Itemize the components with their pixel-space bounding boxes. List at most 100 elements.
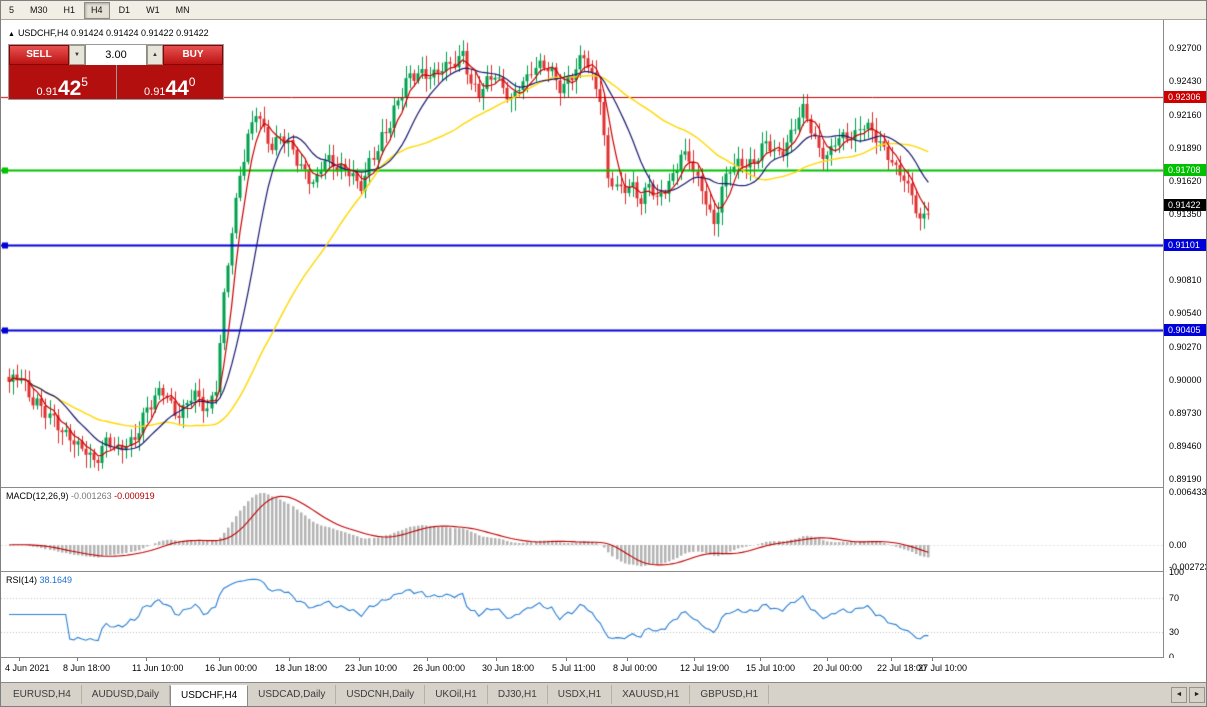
bid-price-base: 0.91	[36, 86, 58, 98]
rsi-scale-label: 0	[1169, 652, 1175, 662]
chart-tab-audusd-daily[interactable]: AUDUSD,Daily	[82, 685, 171, 704]
rsi-scale-label: 30	[1169, 626, 1180, 637]
macd-scale-label: 0.00	[1169, 540, 1187, 550]
time-tick	[760, 658, 761, 661]
scroll-left-icon: ◄	[1175, 691, 1183, 698]
time-label: 4 Jun 2021	[5, 663, 50, 673]
ask-price-big: 44	[165, 77, 189, 100]
lot-decrease-button[interactable]: ▼	[69, 45, 85, 65]
chart-tab-eurusd-h4[interactable]: EURUSD,H4	[3, 685, 82, 704]
time-tick	[359, 658, 360, 661]
time-label: 12 Jul 19:00	[680, 663, 730, 673]
time-tick	[219, 658, 220, 661]
time-tick	[496, 658, 497, 661]
timeframe-button-5[interactable]: 5	[9, 4, 15, 15]
time-label: 11 Jun 10:00	[132, 663, 184, 673]
price-tick-label: 0.89730	[1169, 407, 1202, 418]
scroll-right-icon: ►	[1193, 691, 1201, 698]
tabs-scroll-left-button[interactable]: ◄	[1171, 687, 1187, 703]
chart-tabs-bar: EURUSD,H4 AUDUSD,Daily USDCHF,H4 USDCAD,Dai…	[1, 682, 1206, 706]
macd-signal-value: -0.000919	[114, 491, 155, 501]
price-tick-label: 0.92160	[1169, 109, 1202, 120]
time-label: 23 Jun 10:00	[345, 663, 398, 673]
axis-separator	[1, 657, 1206, 658]
chart-marker-icon: ▲	[8, 31, 15, 38]
price-tick-label: 0.90000	[1169, 374, 1202, 385]
panel-splitter[interactable]	[1, 487, 1206, 488]
timeframe-button-h1[interactable]: H1	[63, 4, 76, 15]
rsi-name: RSI(14)	[6, 575, 38, 585]
tabs-scroll-right-button[interactable]: ►	[1189, 687, 1205, 703]
trade-controls-row: SELL ▼ ▲ BUY	[9, 45, 223, 65]
macd-label: MACD(12,26,9) -0.001263 -0.000919	[6, 491, 155, 501]
lot-down-icon: ▼	[74, 52, 80, 58]
price-tick-label: 0.90810	[1169, 275, 1202, 286]
timeframe-button-mn[interactable]: MN	[175, 4, 190, 15]
macd-canvas[interactable]	[1, 488, 1163, 571]
time-label: 30 Jun 18:00	[482, 663, 535, 673]
support-line-green-price-badge: 0.91708	[1164, 164, 1206, 177]
time-tick	[427, 658, 428, 661]
bid-price-big: 42	[57, 77, 82, 100]
chart-tab-usdchf-h4[interactable]: USDCHF,H4	[170, 685, 249, 706]
price-tick-label: 0.91890	[1169, 142, 1202, 153]
time-label: 16 Jun 00:00	[205, 663, 258, 673]
price-tick-label: 0.89460	[1169, 441, 1202, 452]
chart-tab-xauusd-h1[interactable]: XAUUSD,H1	[612, 685, 691, 704]
time-tick	[827, 658, 828, 661]
price-tick-label: 0.90540	[1169, 308, 1202, 319]
macd-main-value: -0.001263	[71, 491, 112, 501]
rsi-panel: RSI(14) 38.1649	[1, 572, 1163, 657]
chart-tab-ukoil-h1[interactable]: UKOil,H1	[425, 685, 488, 704]
time-tick	[146, 658, 147, 661]
price-tick-label: 0.89190	[1169, 474, 1202, 485]
chart-tab-usdx-h1[interactable]: USDX,H1	[548, 685, 613, 704]
time-tick	[77, 658, 78, 661]
price-scale: 0.92700 0.92430 0.92160 0.91890 0.91620 0.913…	[1163, 20, 1206, 662]
time-tick	[627, 658, 628, 661]
rsi-label: RSI(14) 38.1649	[6, 575, 72, 585]
panel-splitter[interactable]	[1, 571, 1206, 572]
time-label: 15 Jul 10:00	[746, 663, 796, 673]
chart-tab-usdcad-daily[interactable]: USDCAD,Daily	[248, 685, 337, 704]
lot-size-input[interactable]	[85, 45, 147, 65]
timeframe-button-h4[interactable]: H4	[84, 1, 110, 19]
time-tick	[694, 658, 695, 661]
lot-up-icon: ▲	[152, 52, 158, 58]
time-label: 26 Jun 00:00	[413, 663, 466, 673]
macd-panel: MACD(12,26,9) -0.001263 -0.000919	[1, 488, 1163, 571]
time-label: 20 Jul 00:00	[813, 663, 863, 673]
time-axis: 4 Jun 2021 8 Jun 18:00 11 Jun 10:00 16 Jun …	[1, 658, 1206, 682]
chart-tab-gbpusd-h1[interactable]: GBPUSD,H1	[690, 685, 770, 704]
price-tick-label: 0.92430	[1169, 76, 1202, 87]
price-tick-label: 0.90270	[1169, 341, 1202, 352]
chart-tabs: EURUSD,H4 AUDUSD,Daily USDCHF,H4 USDCAD,Dai…	[3, 685, 770, 706]
time-tick	[19, 658, 20, 661]
price-tick-label: 0.91620	[1169, 175, 1202, 186]
lot-increase-button[interactable]: ▲	[147, 45, 163, 65]
chart-tab-usdcnh-daily[interactable]: USDCNH,Daily	[336, 685, 426, 704]
timeframe-toolbar: 5 M30 H1 H4 D1 W1 MN	[1, 1, 1206, 20]
ask-price-base: 0.91	[144, 86, 166, 98]
support-line-blue-1-price-badge: 0.91101	[1164, 238, 1206, 251]
time-label: 5 Jul 11:00	[552, 663, 596, 673]
chart-ohlc-values: 0.91424 0.91424 0.91422 0.91422	[70, 28, 209, 38]
rsi-canvas[interactable]	[1, 572, 1163, 657]
time-label: 8 Jun 18:00	[63, 663, 111, 673]
ask-price[interactable]: 0.91440	[116, 65, 223, 100]
time-tick	[566, 658, 567, 661]
chart-tab-dj30-h1[interactable]: DJ30,H1	[488, 685, 548, 704]
buy-button[interactable]: BUY	[163, 45, 223, 65]
timeframe-button-m30[interactable]: M30	[30, 4, 48, 15]
timeframe-button-d1[interactable]: D1	[118, 4, 131, 15]
one-click-trade-panel: SELL ▼ ▲ BUY 0.91425 0.91440	[8, 44, 224, 100]
bid-price[interactable]: 0.91425	[9, 65, 116, 100]
sell-button[interactable]: SELL	[9, 45, 69, 65]
current-price-badge: 0.91422	[1164, 199, 1206, 212]
time-tick	[891, 658, 892, 661]
macd-name: MACD(12,26,9)	[6, 491, 69, 501]
time-label: 18 Jun 18:00	[275, 663, 328, 673]
rsi-scale-label: 100	[1169, 567, 1185, 577]
timeframe-button-w1[interactable]: W1	[146, 4, 160, 15]
chart-title: ▲ USDCHF,H4 0.91424 0.91424 0.91422 0.914…	[8, 28, 209, 38]
